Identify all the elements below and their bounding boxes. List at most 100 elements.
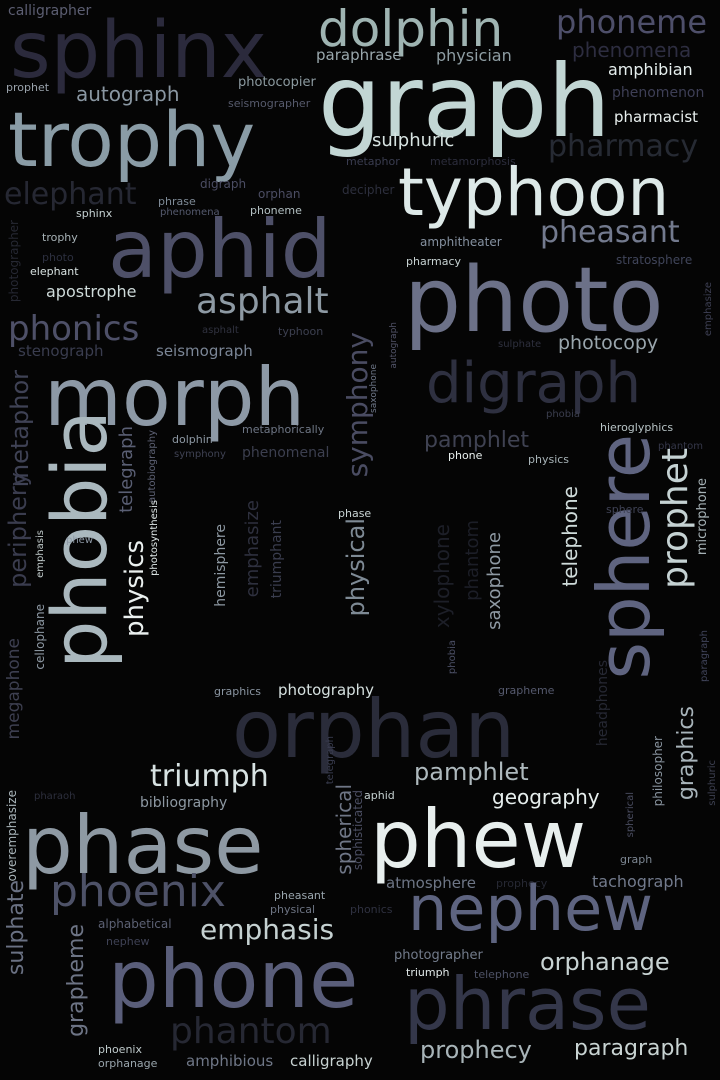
- cloud-word: phenomenal: [242, 445, 330, 461]
- cloud-word: megaphone: [4, 638, 24, 740]
- cloud-word: phoneme: [250, 204, 302, 217]
- cloud-word: telephone: [474, 968, 530, 981]
- cloud-word: elephant: [4, 177, 137, 212]
- cloud-word: paragraph: [574, 1036, 689, 1061]
- cloud-word: phenomena: [160, 207, 220, 218]
- cloud-word: orphan: [232, 683, 516, 776]
- cloud-word: sphinx: [10, 6, 267, 96]
- cloud-word: amphibian: [608, 60, 693, 79]
- cloud-word: grapheme: [64, 924, 89, 1037]
- cloud-word: elephant: [30, 265, 79, 278]
- cloud-word: metaphor: [346, 155, 400, 168]
- cloud-word: xylophone: [430, 524, 454, 629]
- cloud-word: sphere: [606, 503, 644, 516]
- cloud-word: sulphuric: [707, 760, 718, 806]
- cloud-word: trophy: [8, 95, 256, 184]
- cloud-word: physician: [436, 46, 512, 65]
- cloud-word: graph: [318, 43, 611, 160]
- cloud-word: phase: [338, 507, 372, 520]
- cloud-word: metaphorically: [242, 423, 325, 436]
- cloud-word: phoenix: [98, 1043, 142, 1056]
- cloud-word: telegraph: [116, 426, 137, 513]
- cloud-word: orphanage: [540, 948, 670, 976]
- cloud-word: phase: [22, 799, 264, 892]
- cloud-word: amphibious: [186, 1052, 274, 1070]
- cloud-word: pharmacist: [614, 108, 699, 126]
- cloud-word: sphinx: [76, 207, 113, 220]
- cloud-word: saxophone: [369, 364, 379, 413]
- cloud-word: prophet: [655, 448, 696, 589]
- cloud-word: sulphate: [498, 339, 542, 350]
- cloud-word: pharmacy: [406, 255, 462, 268]
- cloud-word: triumph: [406, 966, 450, 979]
- cloud-word: phone: [108, 933, 359, 1026]
- cloud-word: trophy: [42, 231, 78, 244]
- cloud-word: emphasis: [200, 913, 335, 946]
- cloud-word: metamorphosis: [430, 155, 516, 168]
- cloud-word: autobiography: [147, 430, 158, 503]
- cloud-word: photography: [278, 681, 375, 699]
- cloud-word: photosynthesis: [149, 500, 160, 576]
- cloud-word: spherical: [625, 792, 636, 838]
- cloud-word: physical: [270, 903, 316, 916]
- cloud-word: phantom: [658, 441, 703, 452]
- cloud-word: phonics: [8, 309, 140, 349]
- cloud-word: photographer: [394, 948, 483, 963]
- cloud-word: telegraph: [325, 736, 336, 785]
- cloud-word: dolphin: [172, 433, 213, 446]
- cloud-word: hieroglyphics: [600, 421, 674, 434]
- cloud-word: stratosphere: [616, 253, 693, 267]
- cloud-word: overemphasize: [5, 790, 19, 882]
- cloud-word: asphalt: [196, 281, 329, 322]
- cloud-word: saxophone: [484, 532, 505, 630]
- cloud-word: physics: [120, 540, 150, 637]
- cloud-word: apostrophe: [46, 282, 137, 301]
- cloud-word: pharaoh: [34, 791, 76, 802]
- cloud-word: phew: [370, 793, 587, 886]
- cloud-word: photo: [404, 248, 664, 353]
- cloud-word: calligrapher: [8, 3, 92, 19]
- cloud-word: sulphate: [4, 880, 29, 976]
- cloud-word: phobia: [546, 409, 581, 420]
- cloud-word: phantom: [170, 1011, 332, 1052]
- cloud-word: triumph: [150, 759, 269, 794]
- cloud-word: tachograph: [592, 872, 684, 891]
- cloud-word: typhoon: [278, 325, 324, 338]
- cloud-word: dolphin: [318, 0, 504, 58]
- cloud-word: cellophane: [33, 604, 47, 670]
- cloud-word: morph: [44, 351, 306, 444]
- cloud-word: seismographer: [228, 97, 311, 110]
- cloud-word: alphabetical: [98, 917, 172, 931]
- cloud-word: autograph: [389, 322, 399, 369]
- cloud-word: philosopher: [651, 736, 665, 807]
- cloud-word: decipher: [342, 183, 395, 197]
- cloud-word: orphan: [258, 187, 301, 201]
- cloud-word: triumphant: [269, 520, 285, 599]
- cloud-word: pharmacy: [548, 129, 699, 164]
- cloud-word: paraphrase: [316, 46, 402, 64]
- cloud-word: emphasis: [35, 530, 46, 578]
- cloud-word: phew: [66, 535, 94, 546]
- cloud-word: photocopy: [558, 332, 659, 354]
- cloud-word: orphanage: [98, 1057, 158, 1070]
- cloud-word: paragraph: [699, 630, 710, 682]
- cloud-word: digraph: [200, 177, 247, 191]
- cloud-word: hemisphere: [213, 524, 229, 607]
- cloud-word: sphere: [582, 434, 666, 680]
- cloud-word: amphitheater: [420, 235, 502, 249]
- cloud-word: prophecy: [420, 1036, 532, 1064]
- cloud-word: pheasant: [274, 889, 326, 902]
- cloud-word: microphone: [695, 478, 710, 556]
- cloud-word: phone: [448, 449, 483, 462]
- cloud-word: pamphlet: [414, 758, 529, 786]
- cloud-word: calligraphy: [290, 1052, 373, 1070]
- cloud-word: phrase: [158, 195, 196, 208]
- cloud-word: prophet: [6, 81, 50, 94]
- cloud-word: metaphor: [6, 370, 34, 488]
- cloud-word: emphasize: [703, 282, 714, 337]
- cloud-word: seismograph: [156, 342, 253, 360]
- cloud-word: physics: [528, 453, 570, 466]
- cloud-word: emphasize: [242, 500, 263, 598]
- cloud-word: prophecy: [496, 877, 548, 890]
